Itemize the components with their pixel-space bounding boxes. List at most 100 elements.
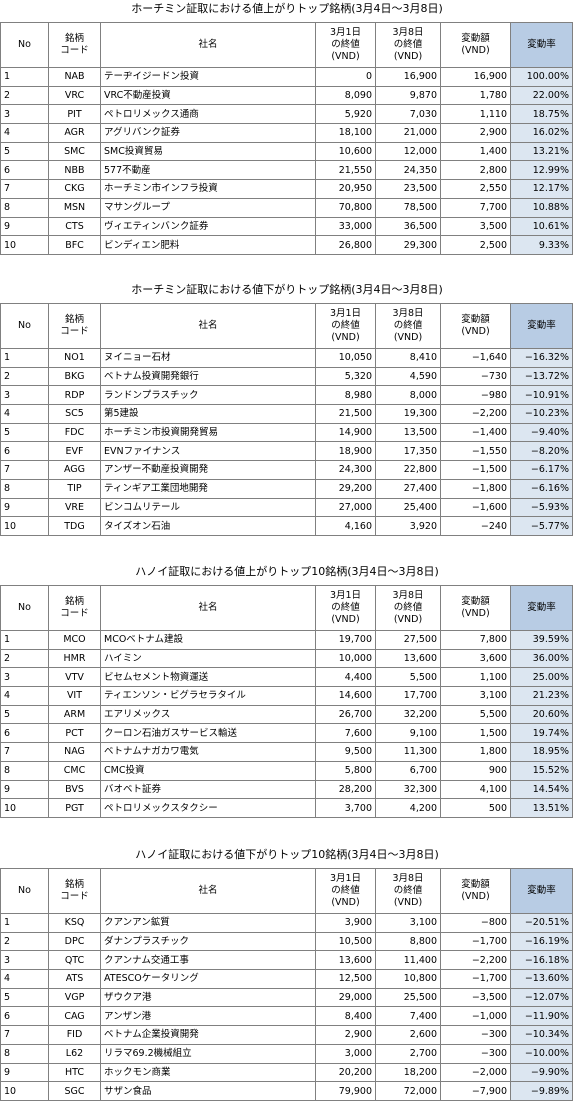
- table-cell: VRC: [48, 85, 101, 106]
- table-cell: NAG: [48, 742, 101, 762]
- table-cell: 13,600: [375, 648, 441, 669]
- header-cell: 銘柄 コード: [48, 868, 101, 914]
- table-cell: 3,600: [440, 648, 511, 669]
- table-cell: −9.89%: [510, 1081, 573, 1101]
- table-cell: 6,700: [375, 760, 441, 781]
- table-cell: 26,800: [315, 235, 376, 255]
- table-cell: 4,160: [315, 516, 376, 536]
- table-cell: 8,980: [315, 385, 376, 406]
- table-cell: 2,500: [440, 235, 511, 255]
- header-cell: 社名: [100, 585, 316, 631]
- table-cell: PIT: [48, 104, 101, 125]
- table-cell: 12.17%: [510, 179, 573, 199]
- table-cell: 9,500: [315, 742, 376, 762]
- table-cell: 2,900: [440, 123, 511, 143]
- table-cell: 1: [0, 67, 49, 87]
- table-cell: −1,600: [440, 497, 511, 518]
- table-cell: 25,500: [375, 987, 441, 1008]
- table-cell: MCO: [48, 630, 101, 650]
- table-row: 10 BFC ビンディエン肥料 26,800 29,300 2,500 9.33%: [0, 235, 573, 255]
- table-cell: −1,700: [440, 969, 511, 989]
- table-cell: ランドンプラスチック: [100, 385, 316, 406]
- table-row: 9 HTC ホックモン商業 20,200 18,200 −2,000 −9.90%: [0, 1062, 573, 1083]
- table-cell: BFC: [48, 235, 101, 255]
- table-cell: 19,700: [315, 630, 376, 650]
- table-cell: アグリバンク証券: [100, 123, 316, 143]
- table-cell: 1,110: [440, 104, 511, 125]
- table-cell: 1,800: [440, 742, 511, 762]
- table-cell: バオベト証券: [100, 779, 316, 800]
- section: ハノイ証取における値上がりトップ10銘柄(3月4日～3月8日) No 銘柄 コード社…: [0, 563, 574, 818]
- table-row: 7 FID ベトナム企業投資開発 2,900 2,600 −300 −10.34%: [0, 1025, 573, 1045]
- table-cell: MCOベトナム建設: [100, 630, 316, 650]
- header-row: No 銘柄 コード 社名 3月1日 の終値 (VND) 3月8日 の終値 (VND) 変動…: [0, 585, 573, 631]
- table-cell: −1,800: [440, 478, 511, 499]
- table-row: 3 PIT ペトロリメックス通商 5,920 7,030 1,110 18.75%: [0, 104, 573, 125]
- header-cell: 変動率: [510, 585, 573, 631]
- table-cell: ハイミン: [100, 648, 316, 669]
- header-cell: 変動額 (VND): [440, 303, 511, 349]
- table-cell: 20,950: [315, 179, 376, 199]
- table-cell: 4: [0, 123, 49, 143]
- table-cell: 12,000: [375, 141, 441, 162]
- table-cell: 32,300: [375, 779, 441, 800]
- table-cell: 14.54%: [510, 779, 573, 800]
- table-cell: 11,300: [375, 742, 441, 762]
- table-cell: 4: [0, 969, 49, 989]
- table-cell: −20.51%: [510, 913, 573, 933]
- table-row: 2 DPC ダナンプラスチック 10,500 8,800 −1,700 −16.19%: [0, 931, 573, 952]
- table-row: 10 SGC サザン食品 79,900 72,000 −7,900 −9.89%: [0, 1081, 573, 1101]
- table-cell: −10.91%: [510, 385, 573, 406]
- table-cell: −9.90%: [510, 1062, 573, 1083]
- header-row: No 銘柄 コード 社名 3月1日 の終値 (VND) 3月8日 の終値 (VND) 変動…: [0, 303, 573, 349]
- header-cell: 3月8日 の終値 (VND): [375, 585, 441, 631]
- table-cell: ティンギア工業団地開発: [100, 478, 316, 499]
- table-cell: 10,500: [315, 931, 376, 952]
- table-cell: −5.93%: [510, 497, 573, 518]
- table-cell: 1,500: [440, 723, 511, 744]
- table-cell: −2,200: [440, 950, 511, 971]
- header-cell: 3月1日 の終値 (VND): [315, 22, 376, 68]
- stock-table: No 銘柄 コード 社名 3月1日 の終値 (VND) 3月8日 の終値 (VND) 変動…: [0, 303, 573, 536]
- table-cell: 21,000: [375, 123, 441, 143]
- table-cell: 20,200: [315, 1062, 376, 1083]
- header-cell: 銘柄 コード: [48, 303, 101, 349]
- table-cell: −6.16%: [510, 478, 573, 499]
- table-row: 7 CKG ホーチミン市インフラ投資 20,950 23,500 2,550 12.17%: [0, 179, 573, 199]
- table-cell: 1,780: [440, 85, 511, 106]
- table-cell: QTC: [48, 950, 101, 971]
- header-cell: No: [0, 585, 49, 631]
- header-cell: 3月1日 の終値 (VND): [315, 868, 376, 914]
- table-cell: −6.17%: [510, 460, 573, 480]
- header-cell: 3月8日 の終値 (VND): [375, 22, 441, 68]
- table-cell: 10,800: [375, 969, 441, 989]
- table-cell: NO1: [48, 348, 101, 368]
- table-cell: 2: [0, 366, 49, 387]
- table-row: 8 CMC CMC投資 5,800 6,700 900 15.52%: [0, 760, 573, 781]
- table-cell: 72,000: [375, 1081, 441, 1101]
- table-row: 1 KSQ クアンアン鉱質 3,900 3,100 −800 −20.51%: [0, 913, 573, 933]
- table-cell: 24,350: [375, 160, 441, 181]
- table-cell: 8,090: [315, 85, 376, 106]
- table-row: 6 PCT クーロン石油ガスサービス輸送 7,600 9,100 1,500 19.74%: [0, 723, 573, 744]
- table-cell: FDC: [48, 422, 101, 443]
- table-row: 8 MSN マサングループ 70,800 78,500 7,700 10.88%: [0, 197, 573, 218]
- table-cell: 29,200: [315, 478, 376, 499]
- table-cell: 21,500: [315, 404, 376, 424]
- table-cell: 29,300: [375, 235, 441, 255]
- table-row: 10 PGT ペトロリメックスタクシー 3,700 4,200 500 13.51%: [0, 798, 573, 818]
- table-cell: 6: [0, 1006, 49, 1027]
- table-cell: 3: [0, 104, 49, 125]
- table-cell: 19.74%: [510, 723, 573, 744]
- section-title: ハノイ証取における値上がりトップ10銘柄(3月4日～3月8日): [135, 565, 439, 578]
- table-cell: ビンディエン肥料: [100, 235, 316, 255]
- table-row: 1 MCO MCOベトナム建設 19,700 27,500 7,800 39.59%: [0, 630, 573, 650]
- table-row: 10 TDG タイズオン石油 4,160 3,920 −240 −5.77%: [0, 516, 573, 536]
- header-row: No 銘柄 コード 社名 3月1日 の終値 (VND) 3月8日 の終値 (VND) 変動…: [0, 22, 573, 68]
- table-cell: ペトロリメックス通商: [100, 104, 316, 125]
- table-cell: エアリメックス: [100, 704, 316, 725]
- table-cell: BVS: [48, 779, 101, 800]
- table-cell: 15.52%: [510, 760, 573, 781]
- table-cell: 7,400: [375, 1006, 441, 1027]
